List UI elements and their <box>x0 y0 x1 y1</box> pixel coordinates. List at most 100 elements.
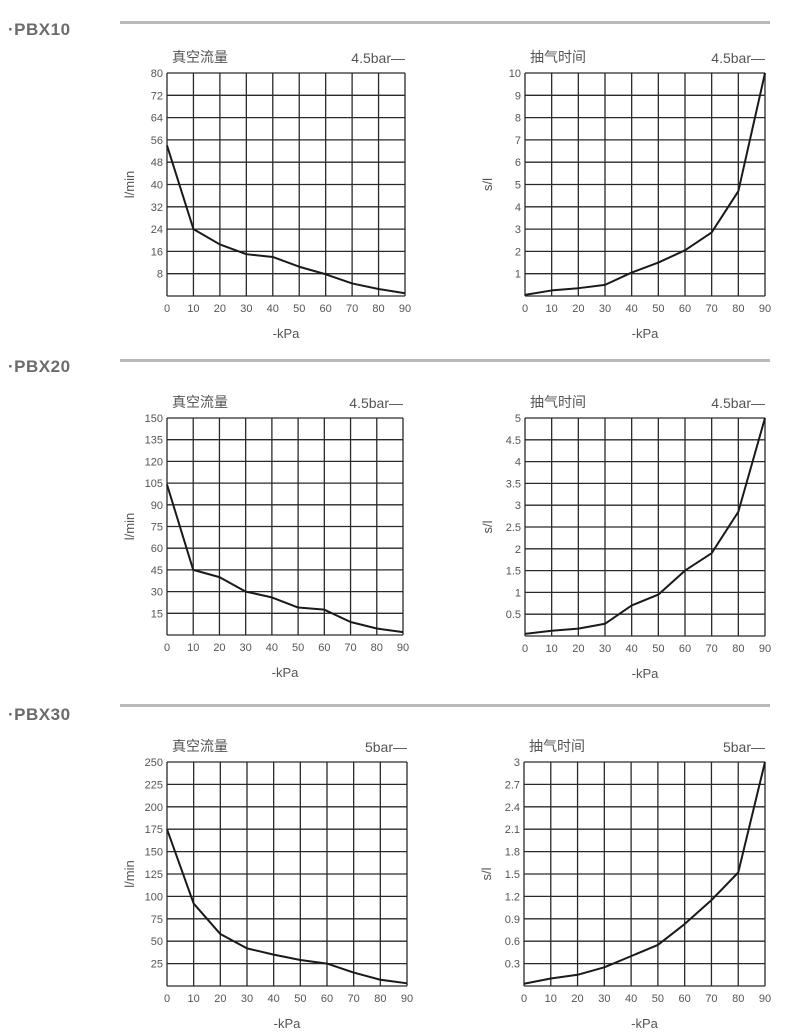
y-tick-label: 225 <box>145 779 163 791</box>
x-tick-label: 10 <box>545 993 557 1005</box>
x-tick-label: 60 <box>321 993 333 1005</box>
y-tick-label: 50 <box>151 936 163 948</box>
x-tick-label: 60 <box>679 303 691 315</box>
chart-4: 0 10 20 30 40 50 60 70 80 90 0.5 1 1.5 2 2.5 3 3.5 4 4.5 5抽… <box>480 394 771 681</box>
x-tick-label: 0 <box>164 303 170 315</box>
x-tick-label: 80 <box>374 993 386 1005</box>
chart-2: 0 10 20 30 40 50 60 70 80 90 1 2 3 4 5 6 7 8 9 10 抽气时间 4.5bar… <box>480 49 771 341</box>
x-tick-label: 80 <box>732 303 744 315</box>
x-tick-label: 40 <box>625 993 637 1005</box>
y-tick-label: 72 <box>151 90 163 102</box>
y-tick-label: 56 <box>151 135 163 147</box>
y-tick-label: 40 <box>151 180 163 192</box>
y-tick-label: 48 <box>151 157 163 169</box>
y-tick-label: 2 <box>515 246 521 258</box>
y-tick-label: 24 <box>151 224 163 236</box>
y-axis-label: l/min <box>122 513 137 540</box>
x-tick-label: 50 <box>292 642 304 654</box>
x-tick-label: 10 <box>187 642 199 654</box>
y-tick-label: 5 <box>515 413 521 425</box>
x-tick-label: 0 <box>164 993 170 1005</box>
x-tick-label: 40 <box>626 643 638 655</box>
x-tick-label: 70 <box>348 993 360 1005</box>
y-tick-label: 75 <box>151 522 163 534</box>
x-tick-label: 40 <box>626 303 638 315</box>
chart-title: 真空流量 <box>172 738 228 754</box>
y-tick-label: 60 <box>151 543 163 555</box>
y-tick-label: 5 <box>515 180 521 192</box>
section-title-pbx30: ·PBX30 <box>8 705 71 724</box>
y-tick-label: 80 <box>151 68 163 80</box>
y-tick-label: 64 <box>151 113 163 125</box>
x-tick-label: 90 <box>399 303 411 315</box>
x-tick-label: 50 <box>652 643 664 655</box>
x-tick-label: 20 <box>214 303 226 315</box>
x-tick-label: 40 <box>266 642 278 654</box>
x-tick-label: 40 <box>268 993 280 1005</box>
x-tick-label: 20 <box>213 642 225 654</box>
y-tick-label: 9 <box>515 90 521 102</box>
x-tick-label: 20 <box>572 643 584 655</box>
x-tick-label: 20 <box>571 993 583 1005</box>
y-tick-label: 3 <box>514 757 520 769</box>
x-tick-label: 10 <box>187 303 199 315</box>
y-tick-label: 4.5 <box>506 435 521 447</box>
y-tick-label: 250 <box>145 757 163 769</box>
legend-label: 4.5bar— <box>711 50 765 66</box>
x-tick-label: 80 <box>732 643 744 655</box>
y-tick-label: 105 <box>145 478 163 490</box>
y-tick-label: 15 <box>151 608 163 620</box>
x-tick-label: 90 <box>401 993 413 1005</box>
x-axis-label: -kPa <box>274 1016 302 1031</box>
y-tick-label: 200 <box>145 802 163 814</box>
x-axis-label: -kPa <box>631 1016 659 1031</box>
x-tick-label: 20 <box>214 993 226 1005</box>
x-tick-label: 0 <box>522 643 528 655</box>
legend-label: 4.5bar— <box>349 395 403 411</box>
x-tick-label: 80 <box>372 303 384 315</box>
y-axis-label: l/min <box>122 860 137 887</box>
y-tick-label: 150 <box>145 413 163 425</box>
y-tick-label: 2.1 <box>505 824 520 836</box>
legend-label: 4.5bar— <box>351 50 405 66</box>
x-tick-label: 30 <box>598 993 610 1005</box>
x-tick-label: 30 <box>599 303 611 315</box>
x-tick-label: 30 <box>240 642 252 654</box>
y-tick-label: 30 <box>151 587 163 599</box>
chart-5: 0 10 20 30 40 50 60 70 80 90 25 50 75 100 125 150 175 200… <box>122 738 413 1031</box>
x-axis-label: -kPa <box>273 326 301 341</box>
y-tick-label: 75 <box>151 914 163 926</box>
x-tick-label: 50 <box>652 993 664 1005</box>
section-rule <box>120 21 770 24</box>
y-axis-label: l/min <box>122 171 137 198</box>
x-tick-label: 90 <box>759 643 771 655</box>
x-tick-label: 90 <box>397 642 409 654</box>
section-rule <box>120 704 770 707</box>
y-tick-label: 1.2 <box>505 891 520 903</box>
x-tick-label: 60 <box>679 993 691 1005</box>
y-tick-label: 120 <box>145 456 163 468</box>
x-tick-label: 30 <box>599 643 611 655</box>
y-tick-label: 0.9 <box>505 914 520 926</box>
y-tick-label: 1 <box>515 269 521 281</box>
chart-3: 0 10 20 30 40 50 60 70 80 90 15 30 45 60 75 90 105 120 135… <box>122 394 409 680</box>
y-tick-label: 4 <box>515 202 521 214</box>
x-tick-label: 10 <box>546 303 558 315</box>
y-tick-label: 135 <box>145 435 163 447</box>
y-tick-label: 2.4 <box>505 802 520 814</box>
y-tick-label: 32 <box>151 202 163 214</box>
x-axis-label: -kPa <box>632 666 660 681</box>
x-axis-label: -kPa <box>632 326 660 341</box>
x-tick-label: 50 <box>293 303 305 315</box>
y-axis-label: s/l <box>479 867 494 880</box>
section-title-pbx10: ·PBX10 <box>8 20 71 39</box>
y-tick-label: 175 <box>145 824 163 836</box>
x-tick-label: 80 <box>371 642 383 654</box>
x-tick-label: 50 <box>652 303 664 315</box>
series-line <box>166 828 408 985</box>
y-tick-label: 3.5 <box>506 478 521 490</box>
x-tick-label: 70 <box>705 993 717 1005</box>
y-tick-label: 2.7 <box>505 779 520 791</box>
